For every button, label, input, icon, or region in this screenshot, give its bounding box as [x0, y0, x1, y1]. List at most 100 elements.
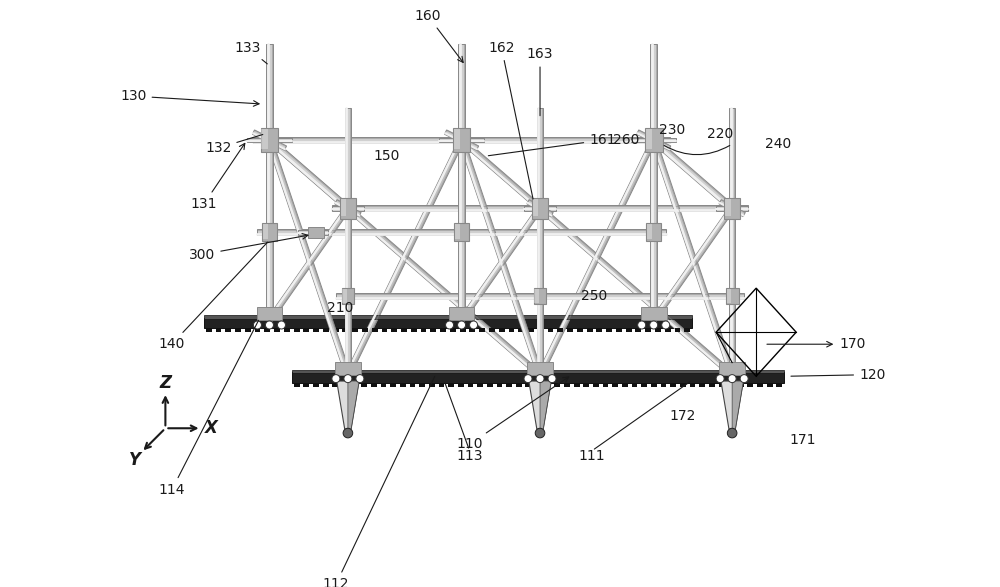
- Polygon shape: [596, 328, 602, 332]
- Polygon shape: [421, 328, 426, 332]
- Polygon shape: [459, 207, 542, 322]
- Bar: [454, 223, 469, 241]
- Polygon shape: [267, 139, 351, 376]
- Circle shape: [638, 321, 646, 329]
- Polygon shape: [651, 383, 657, 387]
- Text: 131: 131: [191, 143, 245, 211]
- Polygon shape: [721, 381, 743, 429]
- Polygon shape: [448, 383, 454, 387]
- Polygon shape: [583, 383, 589, 387]
- Text: 250: 250: [581, 289, 608, 303]
- Circle shape: [524, 375, 532, 383]
- Polygon shape: [410, 383, 415, 387]
- Polygon shape: [525, 383, 531, 387]
- Polygon shape: [477, 383, 483, 387]
- Polygon shape: [439, 383, 444, 387]
- Bar: [455, 224, 460, 239]
- Polygon shape: [716, 205, 748, 211]
- Polygon shape: [411, 328, 417, 332]
- Bar: [725, 198, 731, 216]
- Polygon shape: [294, 328, 300, 332]
- Polygon shape: [684, 328, 690, 332]
- Polygon shape: [313, 383, 319, 387]
- Polygon shape: [554, 383, 560, 387]
- Text: 120: 120: [791, 367, 885, 382]
- Bar: [261, 128, 278, 152]
- Polygon shape: [574, 383, 580, 387]
- Polygon shape: [622, 383, 628, 387]
- Polygon shape: [641, 383, 647, 387]
- Bar: [262, 223, 277, 241]
- Polygon shape: [294, 383, 300, 387]
- Polygon shape: [337, 381, 359, 429]
- Polygon shape: [650, 44, 657, 320]
- Polygon shape: [527, 200, 553, 217]
- Text: 171: 171: [789, 433, 816, 447]
- Text: 163: 163: [527, 48, 553, 116]
- Circle shape: [727, 429, 737, 438]
- Polygon shape: [637, 130, 671, 150]
- Polygon shape: [468, 383, 473, 387]
- Polygon shape: [313, 328, 319, 332]
- Bar: [641, 308, 667, 320]
- Text: 220: 220: [707, 127, 733, 141]
- Bar: [646, 223, 661, 241]
- Polygon shape: [430, 328, 436, 332]
- Polygon shape: [738, 383, 744, 387]
- Bar: [533, 198, 538, 216]
- Polygon shape: [266, 44, 273, 320]
- Polygon shape: [267, 207, 350, 322]
- Polygon shape: [332, 205, 748, 211]
- Polygon shape: [267, 138, 350, 211]
- Polygon shape: [479, 328, 485, 332]
- Circle shape: [548, 375, 556, 383]
- Polygon shape: [335, 200, 361, 217]
- Bar: [727, 289, 731, 302]
- Circle shape: [446, 321, 454, 329]
- Polygon shape: [719, 383, 724, 387]
- Polygon shape: [545, 383, 551, 387]
- Polygon shape: [776, 383, 782, 387]
- Polygon shape: [651, 139, 735, 376]
- Circle shape: [740, 375, 748, 383]
- Polygon shape: [245, 328, 251, 332]
- Polygon shape: [529, 381, 551, 429]
- Polygon shape: [257, 229, 666, 235]
- Circle shape: [343, 429, 353, 438]
- Text: 161: 161: [488, 133, 616, 156]
- Bar: [534, 288, 546, 304]
- Polygon shape: [458, 44, 465, 320]
- Polygon shape: [460, 328, 466, 332]
- Polygon shape: [518, 328, 524, 332]
- Polygon shape: [577, 328, 583, 332]
- Polygon shape: [292, 370, 784, 373]
- Text: 113: 113: [456, 449, 483, 463]
- Text: 140: 140: [159, 242, 268, 351]
- Text: 240: 240: [765, 137, 792, 151]
- Polygon shape: [345, 139, 464, 376]
- Polygon shape: [292, 372, 784, 383]
- Polygon shape: [391, 328, 397, 332]
- Polygon shape: [332, 205, 364, 211]
- Bar: [724, 198, 740, 218]
- Bar: [342, 288, 354, 304]
- Bar: [527, 362, 553, 375]
- Text: 150: 150: [373, 149, 400, 163]
- Polygon shape: [603, 383, 608, 387]
- Polygon shape: [616, 328, 622, 332]
- Polygon shape: [729, 108, 735, 375]
- Polygon shape: [450, 328, 456, 332]
- Polygon shape: [626, 328, 632, 332]
- Polygon shape: [680, 383, 686, 387]
- Bar: [726, 288, 739, 304]
- Text: X: X: [205, 419, 217, 437]
- Polygon shape: [632, 383, 637, 387]
- Text: 132: 132: [205, 134, 263, 155]
- Polygon shape: [333, 328, 339, 332]
- Polygon shape: [757, 383, 763, 387]
- Polygon shape: [690, 383, 695, 387]
- Bar: [719, 362, 745, 375]
- Polygon shape: [557, 328, 563, 332]
- Polygon shape: [419, 383, 425, 387]
- Text: 133: 133: [235, 41, 267, 64]
